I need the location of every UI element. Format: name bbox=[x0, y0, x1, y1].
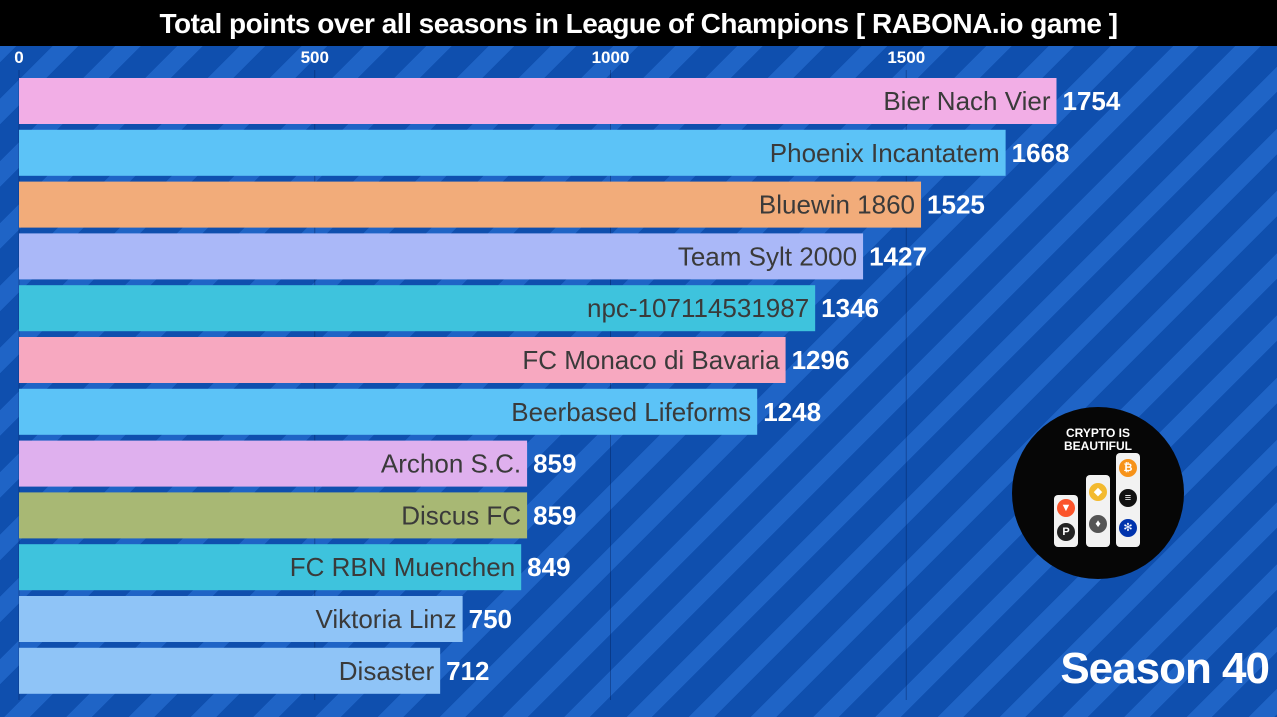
bar-value-label-10: 750 bbox=[469, 604, 512, 634]
season-label: Season 40 bbox=[1060, 644, 1270, 693]
bar-9 bbox=[19, 544, 522, 591]
bar-value-label-2: 1525 bbox=[927, 190, 985, 220]
bar-value-label-5: 1296 bbox=[792, 345, 850, 375]
ethereum-icon: ♦ bbox=[1089, 515, 1107, 533]
bar-value-label-11: 712 bbox=[446, 656, 489, 686]
bar-value-label-0: 1754 bbox=[1062, 86, 1120, 116]
bar-5 bbox=[19, 337, 786, 383]
cardano-icon: ✻ bbox=[1119, 519, 1137, 537]
bar-category-label-6: Beerbased Lifeforms bbox=[511, 397, 751, 427]
logo-card-right: ₿ ≡ ✻ bbox=[1116, 453, 1140, 547]
x-tick-label-1: 500 bbox=[301, 48, 329, 67]
logo-card-middle: ◆ ♦ bbox=[1086, 475, 1110, 547]
crypto-is-beautiful-logo: CRYPTO IS BEAUTIFUL ▼ P ◆ ♦ ₿ ≡ ✻ bbox=[1012, 407, 1184, 579]
bar-value-label-6: 1248 bbox=[763, 397, 821, 427]
bar-category-label-7: Archon S.C. bbox=[381, 449, 521, 479]
logo-text-line2: BEAUTIFUL bbox=[1064, 439, 1132, 453]
logo-text-line1: CRYPTO IS bbox=[1065, 426, 1130, 440]
polkadot-icon: P bbox=[1057, 523, 1075, 541]
bar-7 bbox=[19, 440, 528, 487]
bar-value-label-1: 1668 bbox=[1012, 138, 1070, 168]
bar-6 bbox=[19, 388, 758, 435]
solana-icon: ≡ bbox=[1119, 489, 1137, 507]
bar-4 bbox=[19, 285, 816, 332]
bar-category-label-9: FC RBN Muenchen bbox=[290, 552, 515, 582]
bar-value-label-9: 849 bbox=[527, 552, 570, 582]
binance-icon: ◆ bbox=[1089, 483, 1107, 501]
bar-category-label-11: Disaster bbox=[339, 656, 435, 686]
bar-value-label-3: 1427 bbox=[869, 241, 927, 271]
bar-value-label-4: 1346 bbox=[821, 293, 879, 323]
bar-category-label-2: Bluewin 1860 bbox=[759, 190, 915, 220]
bar-value-label-7: 859 bbox=[533, 449, 576, 479]
bar-category-label-1: Phoenix Incantatem bbox=[770, 138, 1000, 168]
logo-card-left: ▼ P bbox=[1054, 495, 1078, 547]
brave-icon: ▼ bbox=[1057, 499, 1075, 517]
bar-category-label-10: Viktoria Linz bbox=[315, 604, 456, 634]
chart-title: Total points over all seasons in League … bbox=[0, 0, 1277, 46]
bar-value-label-8: 859 bbox=[533, 500, 576, 530]
bar-0 bbox=[19, 78, 1057, 124]
bar-8 bbox=[19, 492, 528, 539]
x-tick-label-2: 1000 bbox=[592, 48, 630, 67]
x-tick-label-0: 0 bbox=[14, 48, 23, 67]
bar-3 bbox=[19, 233, 864, 280]
x-tick-label-3: 1500 bbox=[887, 48, 925, 67]
bar-category-label-4: npc-107114531987 bbox=[587, 293, 809, 323]
bar-category-label-3: Team Sylt 2000 bbox=[678, 241, 857, 271]
bitcoin-icon: ₿ bbox=[1119, 459, 1137, 477]
bar-category-label-8: Discus FC bbox=[401, 500, 521, 530]
bar-category-label-0: Bier Nach Vier bbox=[883, 86, 1050, 116]
bar-category-label-5: FC Monaco di Bavaria bbox=[522, 345, 780, 375]
bar-2 bbox=[19, 181, 922, 228]
bar-1 bbox=[19, 129, 1006, 176]
bar-10 bbox=[19, 596, 463, 642]
bar-11 bbox=[19, 647, 441, 694]
